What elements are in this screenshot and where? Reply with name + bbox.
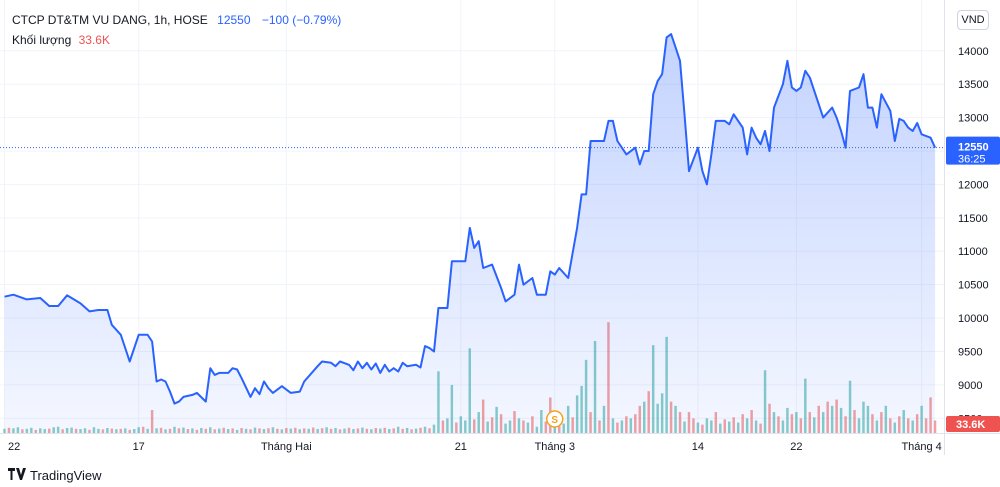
- x-tick-label: Tháng 4: [901, 441, 941, 453]
- volume-tag-value: 33.6K: [956, 419, 985, 431]
- last-price: 12550: [217, 13, 251, 27]
- brand-label: TradingView: [30, 468, 102, 483]
- x-tick-label: 21: [455, 441, 467, 453]
- earnings-marker-icon[interactable]: [546, 410, 564, 428]
- y-tick-label: 12000: [958, 179, 989, 191]
- y-tick-label: 10000: [958, 313, 989, 325]
- x-tick-label: 17: [133, 441, 145, 453]
- y-tick-label: 13000: [958, 113, 989, 125]
- x-tick-label: 22: [8, 441, 20, 453]
- x-tick-label: 14: [692, 441, 704, 453]
- legend-row-volume: Khối lượng 33.6K: [12, 30, 341, 50]
- legend-row-price: CTCP DT&TM VU DANG, 1h, HOSE 12550 −100 …: [12, 10, 341, 30]
- currency-button[interactable]: VND: [957, 10, 989, 30]
- price-tag: [946, 136, 1000, 165]
- y-tick-label: 10500: [958, 280, 989, 292]
- y-tick-label: 11500: [958, 213, 988, 225]
- y-tick-label: 9500: [958, 346, 982, 358]
- symbol-title: CTCP DT&TM VU DANG, 1h, HOSE: [12, 13, 208, 27]
- chart-legend: CTCP DT&TM VU DANG, 1h, HOSE 12550 −100 …: [12, 10, 341, 50]
- y-tick-label: 14000: [958, 46, 989, 58]
- x-tick-label: Tháng 3: [535, 441, 575, 453]
- x-tick-label: 22: [790, 441, 802, 453]
- tradingview-logo-icon: [8, 468, 26, 483]
- price-change: −100 (−0.79%): [261, 13, 342, 27]
- y-tick-label: 13500: [958, 79, 989, 91]
- volume-value: 33.6K: [78, 33, 110, 47]
- volume-bar: [3, 428, 6, 433]
- volume-label: Khối lượng: [12, 33, 72, 47]
- volume-tag: [946, 416, 1000, 432]
- earnings-marker-label: S: [551, 415, 558, 426]
- x-tick-label: Tháng Hai: [261, 441, 312, 453]
- price-tag-value: 12550: [958, 142, 989, 154]
- y-tick-label: 11000: [958, 246, 988, 258]
- price-tag-countdown: 36:25: [958, 154, 986, 166]
- tradingview-brand[interactable]: TradingView: [8, 468, 102, 483]
- price-line: [4, 33, 937, 405]
- y-tick-label: 9000: [958, 380, 982, 392]
